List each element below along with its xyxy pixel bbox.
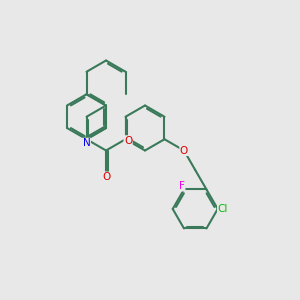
Text: O: O <box>102 172 110 182</box>
Text: N: N <box>83 138 90 148</box>
Text: O: O <box>124 136 132 146</box>
Text: O: O <box>180 146 188 155</box>
Text: F: F <box>179 181 185 191</box>
Text: Cl: Cl <box>218 204 228 214</box>
